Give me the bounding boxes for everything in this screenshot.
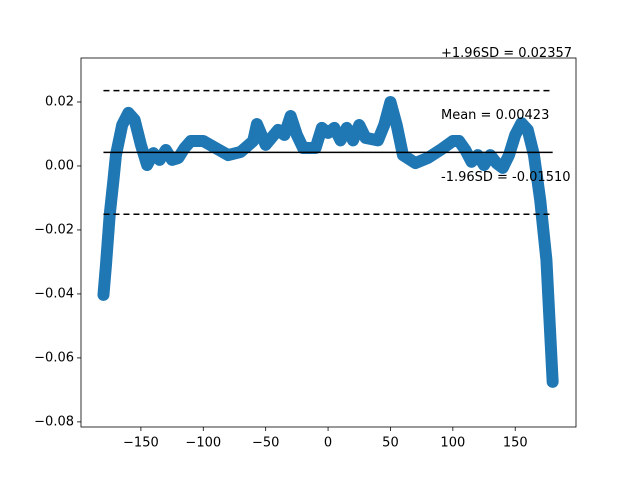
y-tick-label: −0.02 [34,222,74,237]
x-tick-label: 0 [324,436,332,451]
y-tick-label: −0.06 [34,350,74,365]
y-tick-label: 0.00 [45,158,74,173]
x-tick-label: 100 [440,436,465,451]
y-tick-label: −0.08 [34,414,74,429]
y-tick-label: 0.02 [45,94,74,109]
data-line [97,95,559,388]
reference-label: Mean = 0.00423 [441,108,549,123]
y-tick-label: −0.04 [34,286,74,301]
x-tick-label: 150 [503,436,528,451]
x-tick-label: −100 [185,436,221,451]
reference-label: -1.96SD = -0.01510 [441,170,571,185]
x-tick-label: 50 [382,436,399,451]
reference-label: +1.96SD = 0.02357 [441,46,572,61]
x-tick-label: −150 [123,436,159,451]
plot-frame [80,57,577,428]
x-tick-label: −50 [252,436,279,451]
